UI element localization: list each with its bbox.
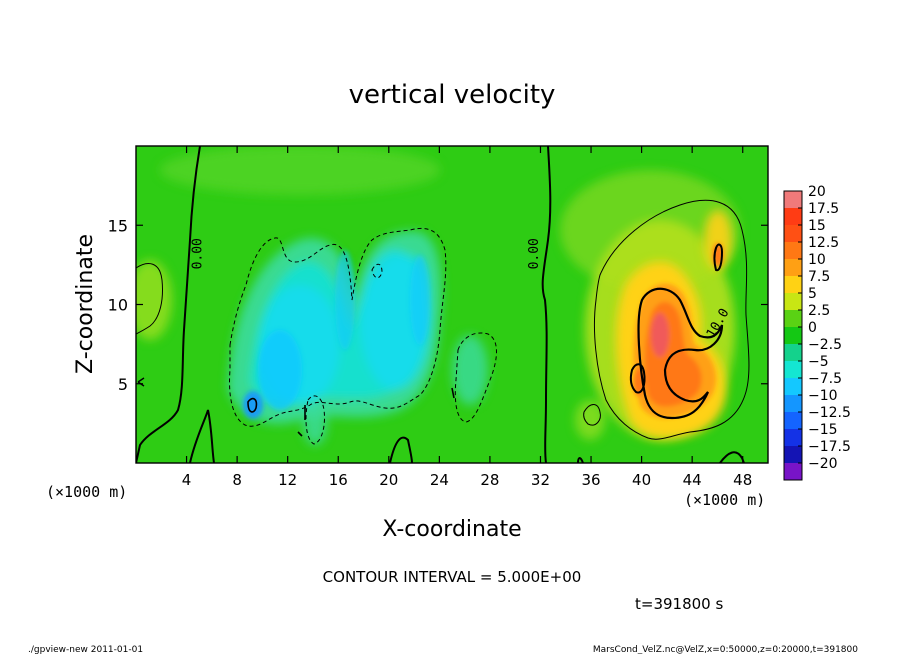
contour-neg5-b [454, 332, 497, 423]
x-unit-left: (×1000 m) [46, 483, 127, 501]
zero-contour-bottom-bumps [389, 436, 745, 463]
colorbar-label: 0 [808, 320, 817, 336]
contour-neg10-b [297, 405, 306, 437]
zero-contour-left [136, 146, 201, 463]
colorbar-label: 12.5 [808, 235, 839, 251]
contour-10-small-b [713, 243, 724, 272]
zero-contour-right [541, 146, 552, 463]
zero-contour-left-foot [189, 409, 215, 463]
x-tick-label: 8 [232, 471, 242, 489]
x-tick-label: 44 [683, 471, 702, 489]
x-tick-label: 16 [329, 471, 348, 489]
x-tick-label: 28 [480, 471, 499, 489]
colorbar-label: 20 [808, 184, 826, 200]
colorbar-swatch [784, 378, 802, 395]
colorbar-swatch [784, 191, 802, 208]
contour-neg10-c [451, 387, 455, 399]
velocity-field [136, 146, 768, 463]
x-tick-label: 12 [278, 471, 297, 489]
contour-lines [136, 146, 750, 463]
colorbar-label: −7.5 [808, 371, 842, 387]
colorbar-label: −17.5 [808, 439, 851, 455]
colorbar-swatch [784, 429, 802, 446]
colorbar-swatch [784, 259, 802, 276]
x-tick-label: 20 [379, 471, 398, 489]
footer-right: MarsCond_VelZ.nc@VelZ,x=0:50000,z=0:2000… [593, 645, 858, 654]
contour-neg5-d [371, 263, 383, 279]
x-tick-label: 4 [182, 471, 192, 489]
colorbar-label: 7.5 [808, 269, 830, 285]
y-tick-label: 10 [108, 296, 128, 315]
contour-neg10-a [247, 397, 258, 413]
x-tick-label: 48 [733, 471, 752, 489]
colorbar-label: 10 [808, 252, 826, 268]
colorbar-label: −15 [808, 422, 838, 438]
contour-label: 0.00 [527, 238, 542, 269]
contour-5-updraft [593, 199, 750, 440]
colorbar-label: 5 [808, 286, 817, 302]
y-axis-title: Z-coordinate [73, 234, 98, 374]
contour-interval-text: CONTOUR INTERVAL = 5.000E+00 [323, 568, 582, 586]
colorbar-label: −5 [808, 354, 829, 370]
footer-left: ./gpview-new 2011-01-01 [28, 645, 143, 654]
colorbar-swatch [784, 344, 802, 361]
colorbar-label: 17.5 [808, 201, 839, 217]
colorbar: 2017.51512.5107.552.50−2.5−5−7.5−10−12.5… [783, 184, 851, 481]
contour-neg5-main [229, 227, 447, 427]
x-tick-label: 32 [531, 471, 550, 489]
colorbar-label: 15 [808, 218, 826, 234]
contour-5-small [583, 404, 601, 426]
colorbar-label: −10 [808, 388, 838, 404]
colorbar-swatch [784, 446, 802, 463]
y-tick-label: 15 [108, 216, 128, 235]
contour-10-small-a [629, 363, 646, 394]
colorbar-swatch [784, 327, 802, 344]
contour-label: 0.00 [191, 238, 206, 269]
colorbar-frame [783, 190, 803, 481]
colorbar-swatch [784, 310, 802, 327]
contour-5-left-edge [136, 263, 163, 335]
contour-10 [637, 287, 724, 420]
x-axis-title: X-coordinate [382, 517, 521, 542]
colorbar-label: −2.5 [808, 337, 842, 353]
colorbar-swatch [784, 225, 802, 242]
time-text: t=391800 s [635, 595, 723, 613]
x-tick-label: 40 [632, 471, 651, 489]
colorbar-swatch [784, 276, 802, 293]
x-unit-right: (×1000 m) [684, 491, 765, 509]
colorbar-swatch [784, 395, 802, 412]
colorbar-label: 2.5 [808, 303, 830, 319]
y-tick-label: 5 [118, 375, 128, 394]
chart-title: vertical velocity [349, 80, 556, 110]
colorbar-swatch [784, 361, 802, 378]
colorbar-swatch [784, 293, 802, 310]
x-tick-label: 24 [430, 471, 449, 489]
colorbar-label: −20 [808, 456, 838, 472]
colorbar-label: −12.5 [808, 405, 851, 421]
colorbar-swatch [784, 463, 802, 480]
x-tick-label: 36 [581, 471, 600, 489]
colorbar-swatch [784, 208, 802, 225]
colorbar-swatch [784, 242, 802, 259]
colorbar-swatch [784, 412, 802, 429]
